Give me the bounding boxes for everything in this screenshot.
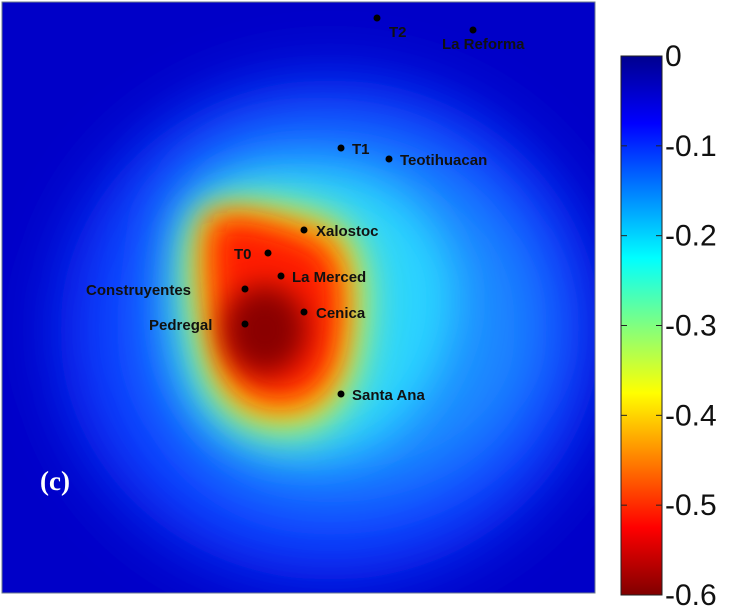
- station-la-merced: La Merced: [277, 269, 366, 286]
- panel-label: (c): [40, 466, 70, 496]
- colorbar-tick-label: -0.4: [665, 399, 717, 432]
- colorbar-gradient: [620, 55, 663, 596]
- heatmap-plot: [2, 2, 595, 593]
- svg-text:Teotihuacan: Teotihuacan: [400, 152, 487, 169]
- colorbar-ticks: 0 -0.1 -0.2 -0.3 -0.4 -0.5 -0.6: [621, 40, 717, 612]
- svg-text:Santa Ana: Santa Ana: [352, 387, 425, 404]
- station-t1: T1: [337, 141, 370, 158]
- svg-text:Pedregal: Pedregal: [149, 317, 212, 334]
- station-teotihuacan: Teotihuacan: [385, 152, 487, 169]
- svg-text:T2: T2: [389, 24, 407, 41]
- colorbar-tick-label: -0.1: [665, 130, 717, 163]
- svg-text:La Merced: La Merced: [292, 269, 366, 286]
- colorbar-tick-label: -0.5: [665, 489, 717, 522]
- svg-text:T1: T1: [352, 141, 370, 158]
- plot-frame: [1, 1, 596, 594]
- svg-text:Xalostoc: Xalostoc: [316, 223, 379, 240]
- station-construyentes: Construyentes: [86, 282, 249, 299]
- station-la-reforma: La Reforma: [442, 26, 525, 53]
- station-xalostoc: Xalostoc: [300, 223, 379, 240]
- station-t0: T0: [234, 246, 272, 263]
- station-santa-ana: Santa Ana: [337, 387, 425, 404]
- svg-text:T0: T0: [234, 246, 252, 263]
- station-markers: T2 La Reforma T1 Teotihuacan Xalostoc T0…: [86, 14, 525, 404]
- station-t2: T2: [373, 14, 407, 41]
- station-pedregal: Pedregal: [149, 317, 249, 334]
- colorbar-tick-label: -0.2: [665, 220, 717, 253]
- svg-text:Construyentes: Construyentes: [86, 282, 191, 299]
- station-cenica: Cenica: [300, 305, 366, 322]
- svg-text:La Reforma: La Reforma: [442, 36, 525, 53]
- colorbar-tick-label: -0.3: [665, 310, 717, 343]
- colorbar-tick-label: -0.6: [665, 579, 717, 612]
- colorbar: 0 -0.1 -0.2 -0.3 -0.4 -0.5 -0.6: [620, 40, 717, 612]
- svg-text:Cenica: Cenica: [316, 305, 366, 322]
- colorbar-tick-label: 0: [665, 40, 682, 73]
